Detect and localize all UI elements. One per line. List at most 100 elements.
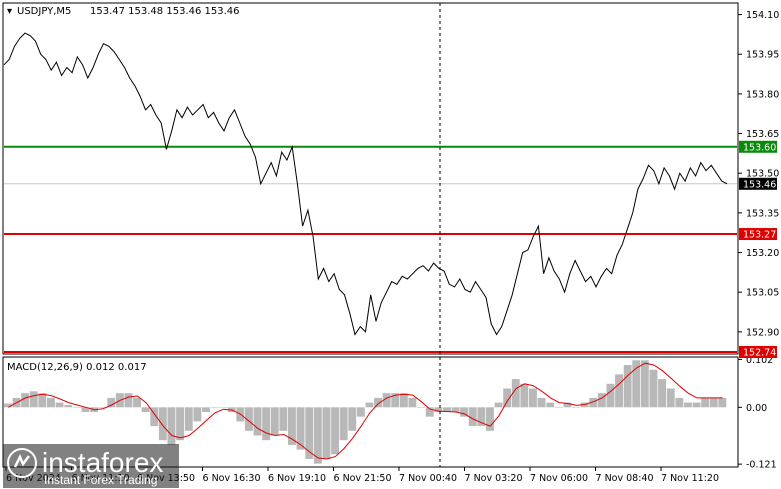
macd-bar	[468, 407, 477, 427]
macd-bar	[38, 393, 47, 408]
macd-bar	[279, 407, 288, 431]
chart-symbol: USDJPY,M5	[17, 6, 71, 17]
macd-bar	[150, 407, 159, 427]
macd-bar	[55, 402, 64, 408]
macd-bar	[245, 407, 253, 431]
macd-bar	[692, 402, 701, 408]
macd-y-tick-label: -0.121	[746, 460, 777, 471]
macd-bar	[718, 397, 727, 408]
y-tick-label: 153.35	[746, 208, 779, 219]
logo-brand: instaforex	[42, 447, 163, 478]
macd-bar	[520, 383, 529, 408]
macd-bar	[615, 374, 623, 408]
macd-bar	[365, 402, 374, 408]
macd-bar	[98, 407, 107, 408]
macd-bar	[374, 397, 382, 408]
macd-bar	[262, 407, 271, 441]
macd-bar	[296, 407, 305, 450]
macd-bar	[184, 407, 193, 431]
macd-bar	[563, 402, 572, 408]
macd-bar	[709, 397, 718, 408]
macd-bar	[494, 402, 503, 408]
macd-bar	[305, 407, 314, 459]
macd-bar	[434, 407, 443, 412]
macd-bar	[331, 407, 339, 455]
macd-bar	[399, 393, 408, 408]
macd-bar	[606, 383, 615, 408]
macd-bar	[124, 393, 133, 408]
chart-ohlc: 153.47 153.48 153.46 153.46	[90, 6, 240, 17]
macd-bar	[666, 388, 675, 408]
macd-bar	[339, 407, 348, 441]
level-price-tag	[739, 228, 777, 241]
macd-bar	[572, 407, 580, 408]
macd-bar	[589, 397, 598, 408]
macd-bar	[4, 403, 12, 408]
price-tags: 153.60 153.27 152.74 153.46	[739, 140, 777, 359]
y-tick-label: 154.10	[746, 10, 779, 21]
level-price-tag-label: 152.74	[743, 348, 776, 359]
price-series-line	[3, 32, 728, 336]
macd-bar	[72, 407, 81, 408]
macd-bar	[701, 397, 710, 408]
macd-bar	[348, 407, 357, 431]
macd-bar	[486, 407, 494, 431]
x-tick-label: 6 Nov 16:30	[203, 473, 261, 484]
current-price-tag	[739, 177, 777, 190]
price-line	[3, 32, 728, 336]
macd-bar	[193, 407, 202, 422]
macd-bar	[460, 407, 469, 417]
macd-bar	[202, 407, 210, 412]
macd-bar	[554, 407, 563, 408]
macd-bar	[356, 407, 365, 417]
macd-bar	[313, 407, 322, 464]
logo-tagline: Instant Forex Trading	[44, 473, 157, 487]
macd-bar	[210, 407, 219, 408]
macd-bar	[167, 407, 176, 445]
y-tick-label: 153.95	[746, 50, 779, 61]
x-tick-label: 6 Nov 19:10	[268, 473, 326, 484]
y-tick-label: 153.20	[746, 248, 779, 259]
macd-bar	[546, 402, 555, 408]
macd-header: MACD(12,26,9) 0.012 0.017	[7, 362, 147, 373]
macd-bar	[503, 388, 512, 408]
logo-mark-icon	[7, 448, 37, 478]
macd-bar	[322, 407, 331, 459]
macd-bar	[107, 397, 116, 408]
x-tick-label: 7 Nov 08:40	[596, 473, 654, 484]
macd-bar	[158, 407, 167, 441]
y-tick-label: 153.05	[746, 288, 779, 299]
level-price-tag	[739, 140, 777, 153]
chart-header-arrow: ▾	[7, 6, 12, 17]
macd-bar	[417, 407, 425, 408]
macd-bar	[391, 393, 400, 408]
price-panel-frame	[2, 2, 739, 355]
macd-bar	[597, 393, 606, 408]
macd-bar	[253, 407, 262, 436]
level-price-tag	[739, 346, 777, 358]
macd-bar	[658, 379, 666, 408]
macd-bar	[29, 391, 38, 408]
macd-bar	[141, 407, 150, 412]
signal-series-line	[8, 362, 723, 460]
macd-signal-line	[8, 362, 723, 460]
macd-bar	[270, 407, 279, 436]
macd-bar	[219, 407, 228, 408]
macd-bar	[133, 397, 141, 408]
macd-bar	[640, 360, 649, 408]
macd-bar	[477, 407, 486, 427]
macd-bar	[81, 407, 90, 412]
x-tick-label: 7 Nov 11:20	[661, 473, 719, 484]
macd-bar	[176, 407, 184, 441]
macd-bar	[47, 397, 55, 408]
x-tick-label: 7 Nov 03:20	[465, 473, 523, 484]
macd-y-tick-label: 0.00	[746, 403, 767, 414]
macd-bar	[529, 388, 537, 408]
macd-bar	[288, 407, 296, 445]
macd-bar	[623, 365, 632, 408]
level-price-tag-label: 153.60	[743, 142, 776, 153]
macd-bar	[64, 405, 73, 408]
macd-bar	[675, 397, 684, 408]
level-price-tag-label: 153.27	[743, 230, 776, 241]
macd-bar	[632, 360, 641, 408]
